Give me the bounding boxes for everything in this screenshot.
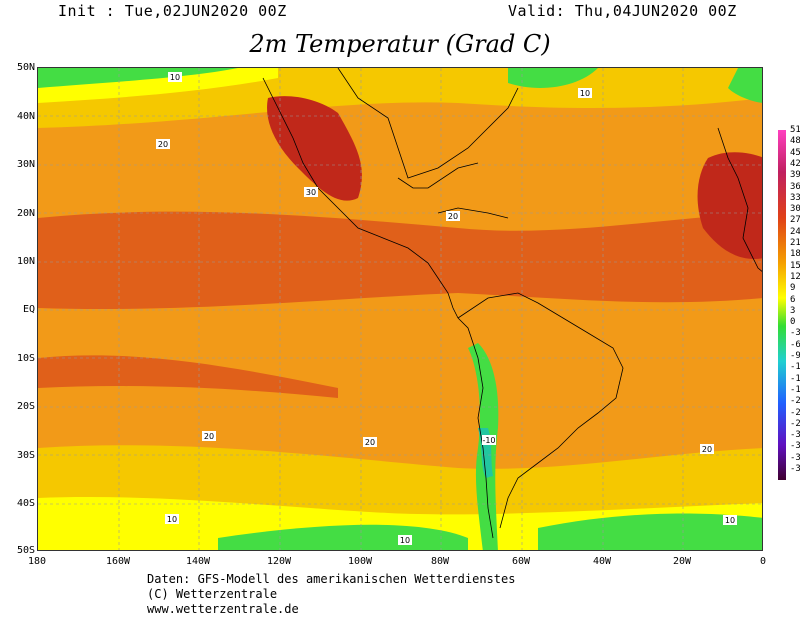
contour-label: 10 [725,516,735,525]
lat-label: 40N [16,111,35,122]
lat-label: 30N [16,159,35,170]
colorbar-label: 48 [790,136,800,147]
lat-label: 50S [16,545,35,556]
lon-label: 180 [27,556,47,567]
contour-label: 30 [306,188,316,197]
colorbar-label: -36 [790,452,800,463]
credit-copyright: (C) Wetterzentrale [147,587,278,601]
lon-label: 160W [105,556,131,567]
colorbar-label: 30 [790,204,800,215]
colorbar-label: 21 [790,238,800,248]
colorbar-label: -15 [790,373,800,384]
lat-label: 20S [16,401,35,412]
colorbar-label: -39 [790,464,800,474]
colorbar [778,130,786,480]
contour-label: 10 [167,515,177,524]
colorbar-label: -12 [790,362,800,373]
lat-label: EQ [22,304,35,315]
contour-label: 20 [158,140,168,149]
contour-label: 10 [580,89,590,98]
credit-data-source: Daten: GFS-Modell des amerikanischen Wet… [147,572,516,586]
lat-label: 30S [16,450,35,461]
colorbar-label: 51 [790,125,800,135]
lon-label: 0 [759,556,767,567]
colorbar-label: -9 [790,351,800,361]
colorbar-label: 3 [790,305,796,316]
colorbar-label: 24 [790,226,800,237]
colorbar-label: 15 [790,260,800,271]
contour-label: 10 [400,536,410,545]
contour-label: 20 [448,212,458,221]
map-title: 2m Temperatur (Grad C) [249,30,551,58]
contour-label: 20 [204,432,214,441]
lon-label: 20W [672,556,692,567]
credit-website[interactable]: www.wetterzentrale.de [147,602,299,616]
colorbar-label: 39 [790,170,800,181]
lat-label: 10N [16,256,35,267]
lon-label: 80W [430,556,450,567]
colorbar-label: 0 [790,317,796,328]
temperature-map: 10 20 30 20 20 20 -10 10 10 10 20 10 [37,67,763,551]
colorbar-label: -33 [790,441,800,452]
lon-label: 60W [511,556,531,567]
colorbar-label: -24 [790,407,800,418]
colorbar-label: -30 [790,430,800,441]
lat-label: 10S [16,353,35,364]
colorbar-label: 12 [790,271,800,282]
contour-label: 20 [702,445,712,454]
colorbar-label: -21 [790,396,800,407]
colorbar-label: 6 [790,294,796,305]
contour-label: -10 [482,436,495,445]
lon-label: 40W [592,556,612,567]
lon-label: 120W [266,556,292,567]
colorbar-label: 45 [790,147,800,158]
colorbar-label: 33 [790,192,800,203]
lat-label: 20N [16,208,35,219]
contour-label: 10 [170,73,180,82]
colorbar-label: -27 [790,418,800,429]
valid-time: Valid: Thu,04JUN2020 00Z [508,2,737,20]
colorbar-label: 42 [790,158,800,169]
colorbar-label: 18 [790,249,800,260]
lon-label: 100W [347,556,373,567]
contour-label: 20 [365,438,375,447]
colorbar-label: 36 [790,181,800,192]
init-time: Init : Tue,02JUN2020 00Z [58,2,287,20]
colorbar-label: 9 [790,283,796,294]
colorbar-label: -6 [790,339,800,350]
lon-label: 140W [185,556,211,567]
lat-label: 50N [16,62,35,73]
colorbar-label: 27 [790,215,800,226]
map-graphic: 10 20 30 20 20 20 -10 10 10 10 20 10 [38,68,762,550]
colorbar-label: -18 [790,384,800,395]
colorbar-label: -3 [790,328,800,339]
lat-label: 40S [16,498,35,509]
